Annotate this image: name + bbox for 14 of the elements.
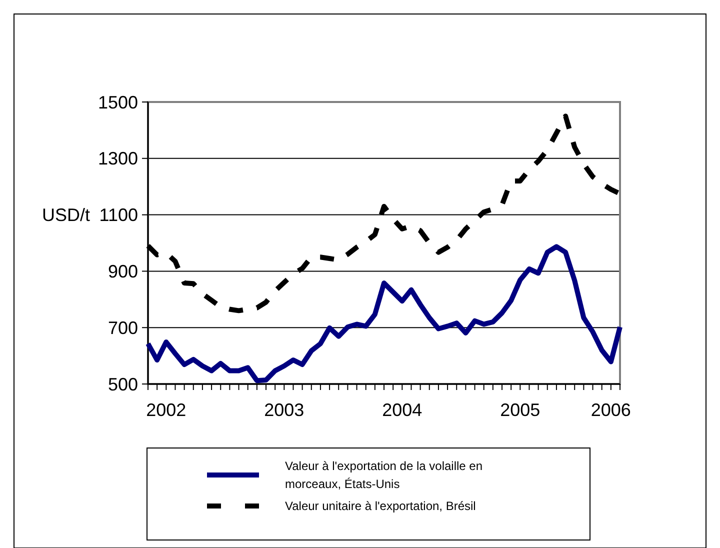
y-tick-label: 700: [108, 318, 138, 338]
legend-label: Valeur à l'exportation de la volaille en morceaux, États-Unis: [285, 459, 483, 491]
x-tick-label: 2003: [264, 400, 304, 420]
y-tick-label: 1500: [98, 92, 138, 112]
y-tick-label: 500: [108, 374, 138, 394]
x-tick-label: 2005: [500, 400, 540, 420]
y-tick-label: 1100: [99, 205, 138, 226]
y-axis-title: USD/t: [42, 205, 90, 226]
x-tick-label: 2004: [382, 400, 422, 420]
y-tick-label: 1300: [98, 148, 138, 169]
legend-label: Valeur unitaire à l'exportation, Brésil: [285, 499, 476, 513]
x-tick-label: 2006: [590, 400, 631, 420]
y-tick-label: 900: [108, 262, 138, 282]
x-tick-label: 2002: [146, 400, 186, 420]
